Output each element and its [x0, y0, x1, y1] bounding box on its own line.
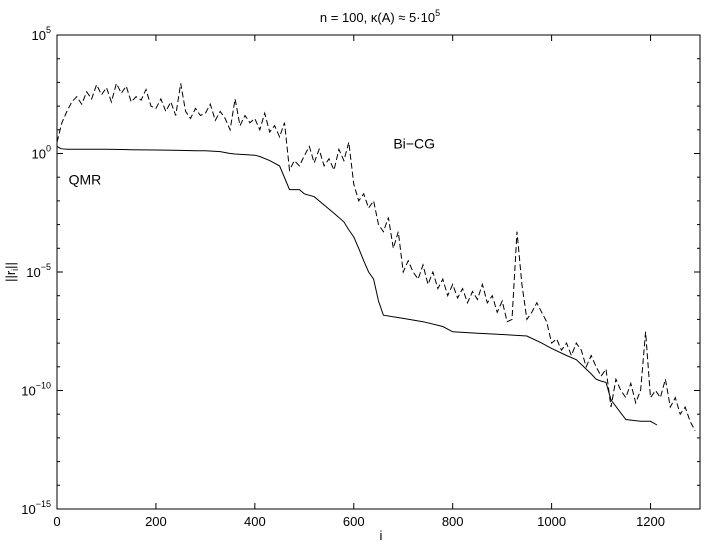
x-tick-label: 600: [343, 514, 365, 529]
series-line-qmr: [56, 145, 658, 426]
x-tick-label: 0: [53, 514, 60, 529]
chart-title: n = 100, κ(A) ≈ 5·105: [320, 8, 440, 25]
x-tick-label: 400: [244, 514, 266, 529]
y-tick-label: 10−10: [21, 381, 51, 399]
plot-frame: [56, 34, 701, 510]
y-tick-label: 100: [32, 144, 51, 162]
x-tick-label: 1000: [537, 514, 566, 529]
x-axis-label: i: [380, 528, 383, 543]
y-tick-label: 10−15: [21, 499, 51, 517]
series-annotation-label: Bi−CG: [393, 136, 435, 152]
y-tick-label: 105: [32, 25, 51, 43]
x-tick-label: 800: [442, 514, 464, 529]
annotation-layer: QMR Bi−CG: [69, 136, 435, 188]
series-line-bicg: [56, 82, 696, 432]
series-layer: [56, 82, 696, 432]
x-axis-ticks: 0 200 400 600 800 1000 1200: [53, 35, 665, 529]
y-tick-label: 10−5: [26, 262, 51, 280]
y-axis-ticks: 105 100 10−5 10−10 10−15: [21, 25, 700, 517]
y-axis-label: ||ri||: [3, 262, 20, 282]
x-tick-label: 1200: [636, 514, 665, 529]
x-tick-label: 200: [145, 514, 167, 529]
series-annotation-label: QMR: [69, 171, 102, 187]
